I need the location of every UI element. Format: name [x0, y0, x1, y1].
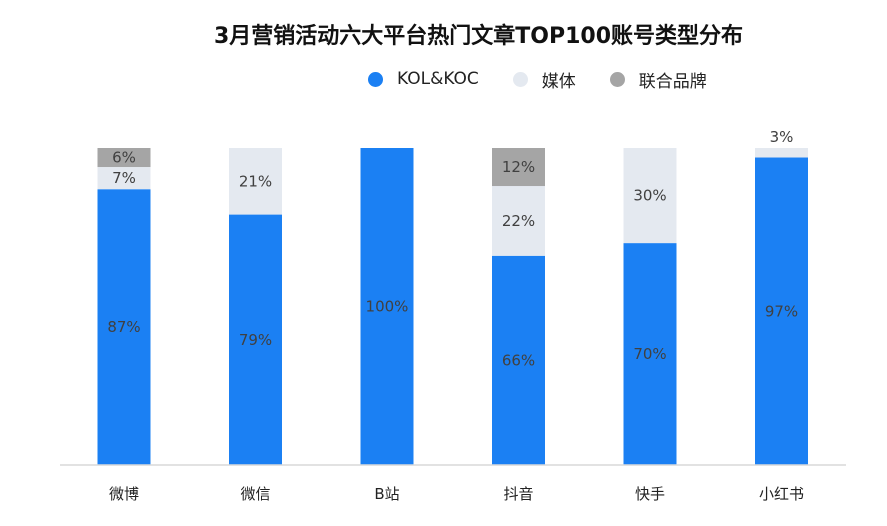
data-label-douyin-media: 22%: [502, 212, 535, 230]
data-label-douyin-joint-brand: 12%: [502, 158, 535, 176]
legend-swatch-kol-koc: [368, 71, 383, 87]
data-label-bilibili-kol-koc: 100%: [366, 298, 409, 316]
bar-weibo-media: [97, 167, 151, 190]
legend-label-media: 媒体: [541, 71, 576, 92]
category-label-bilibili: B站: [374, 485, 399, 503]
bar-douyin-media: [492, 186, 545, 256]
category-label-douyin: 抖音: [503, 485, 533, 503]
bar-weixin-media: [229, 148, 282, 215]
legend-item-joint-brand: 联合品牌: [609, 67, 707, 92]
data-label-douyin-kol-koc: 66%: [502, 351, 535, 369]
category-label-kuaishou: 快手: [635, 485, 665, 503]
data-label-weixin-kol-koc: 79%: [239, 331, 272, 349]
bar-douyin-kol-koc: [492, 255, 545, 465]
data-label-weibo-kol-koc: 87%: [107, 318, 140, 336]
legend: KOL&KOC 媒体 联合品牌: [368, 66, 741, 92]
bar-weibo-kol-koc: [97, 189, 151, 465]
bars-layer: [97, 148, 808, 465]
category-labels: 微博 微信 B站 抖音 快手 小红书: [109, 485, 804, 503]
data-label-weibo-joint-brand: 6%: [112, 149, 136, 167]
data-label-xiaohongshu-kol-koc: 97%: [765, 302, 798, 320]
category-label-xiaohongshu: 小红书: [759, 485, 804, 503]
chart-title: 3月营销活动六大平台热门文章TOP100账号类型分布: [213, 24, 744, 49]
bar-kuaishou-kol-koc: [623, 243, 677, 465]
legend-swatch-media: [512, 71, 528, 87]
bar-bilibili-kol-koc: [360, 148, 414, 465]
data-label-weixin-media: 21%: [239, 172, 272, 190]
bar-xiaohongshu-media: [755, 148, 808, 158]
legend-label-joint-brand: 联合品牌: [638, 71, 707, 92]
category-label-weibo: 微博: [109, 485, 139, 503]
labels-layer: 87% 7% 6% 79% 21% 100% 66% 22% 12% 70% 30% 97% 3%: [107, 128, 798, 369]
bar-weibo-joint-brand: [97, 148, 151, 168]
category-label-weixin: 微信: [240, 485, 270, 503]
legend-swatch-joint-brand: [609, 71, 625, 87]
legend-item-media: 媒体: [512, 67, 576, 92]
bar-xiaohongshu-kol-koc: [755, 157, 808, 465]
legend-item-kol-koc: KOL&KOC: [368, 69, 479, 89]
data-label-weibo-media: 7%: [112, 169, 136, 187]
bar-douyin-joint-brand: [492, 148, 545, 187]
bar-weixin-kol-koc: [229, 214, 282, 465]
bar-kuaishou-media: [623, 148, 677, 244]
data-label-kuaishou-kol-koc: 70%: [633, 345, 666, 363]
data-label-kuaishou-media: 30%: [633, 187, 666, 205]
data-label-xiaohongshu-media: 3%: [770, 128, 794, 146]
legend-label-kol-koc: KOL&KOC: [397, 69, 479, 89]
